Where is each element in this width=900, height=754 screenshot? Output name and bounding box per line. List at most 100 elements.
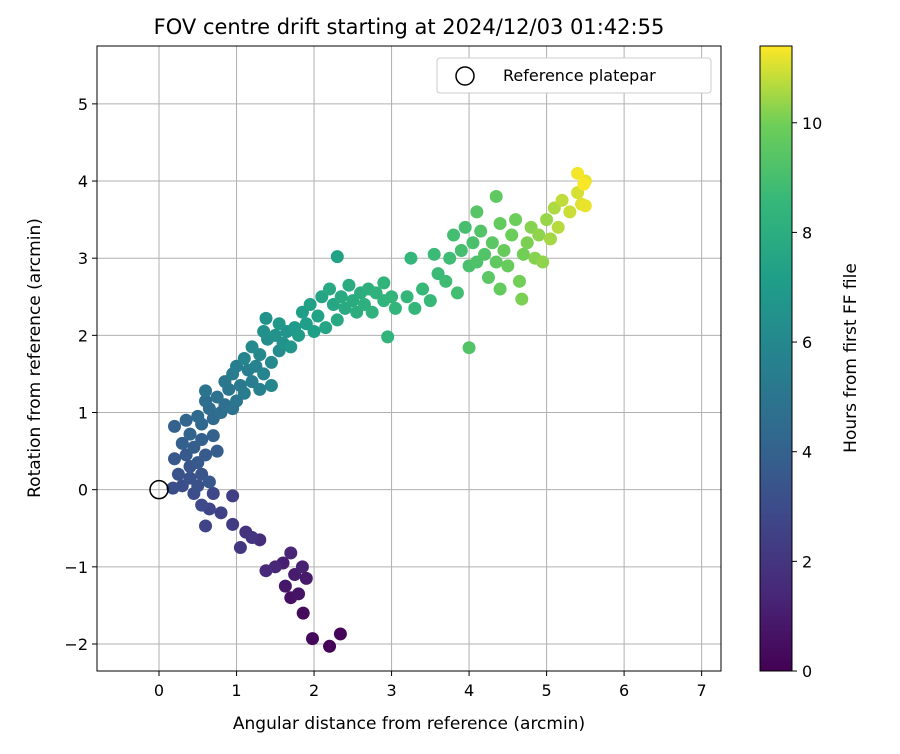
data-point xyxy=(292,587,306,601)
data-point xyxy=(509,213,523,227)
grid xyxy=(97,46,721,671)
data-point xyxy=(226,517,240,531)
data-point xyxy=(323,282,337,296)
data-point xyxy=(257,367,271,381)
data-point xyxy=(245,531,259,545)
x-tick-label: 4 xyxy=(464,681,474,700)
data-point xyxy=(543,232,557,246)
y-tick-label: −1 xyxy=(64,558,88,577)
data-point xyxy=(462,341,476,355)
data-point xyxy=(171,467,185,481)
data-point xyxy=(540,213,554,227)
scatter-points xyxy=(149,166,592,653)
data-point xyxy=(578,199,592,213)
data-point xyxy=(264,355,278,369)
data-point xyxy=(377,276,391,290)
data-point xyxy=(381,330,395,344)
x-tick-label: 7 xyxy=(697,681,707,700)
x-tick-label: 0 xyxy=(154,681,164,700)
colorbar-tick-label: 10 xyxy=(802,114,822,133)
data-point xyxy=(458,220,472,234)
data-point xyxy=(388,301,402,315)
data-point xyxy=(555,193,569,207)
data-point xyxy=(206,487,220,501)
y-tick-label: 0 xyxy=(78,481,88,500)
legend-box xyxy=(436,57,712,94)
data-point xyxy=(233,541,247,555)
data-point xyxy=(245,340,259,354)
reference-platepar-marker xyxy=(149,479,169,500)
y-tick-label: 4 xyxy=(78,172,88,191)
data-point xyxy=(237,352,251,365)
data-point xyxy=(259,311,273,325)
plot-frame xyxy=(96,45,722,672)
data-point xyxy=(408,301,422,315)
data-point xyxy=(447,228,461,242)
y-tick-label: 2 xyxy=(78,326,88,345)
data-point xyxy=(179,413,193,427)
data-point xyxy=(299,571,313,585)
data-point xyxy=(214,506,228,520)
data-point xyxy=(278,579,292,593)
axes: 0 1 2 3 4 5 6 7 −2 −1 0 1 2 3 4 5 xyxy=(64,45,722,700)
chart-title: FOV centre drift starting at 2024/12/03 … xyxy=(154,15,665,39)
data-point xyxy=(166,481,180,495)
data-point xyxy=(577,177,591,191)
data-point xyxy=(493,216,507,230)
data-point xyxy=(571,166,585,180)
data-point xyxy=(333,627,347,641)
data-point xyxy=(272,317,286,331)
colorbar-tick-label: 4 xyxy=(802,443,812,462)
data-point xyxy=(199,394,213,408)
x-tick-label: 1 xyxy=(231,681,241,700)
data-point xyxy=(563,205,577,219)
data-point xyxy=(334,290,348,304)
colorbar: Hours from first FF file 0 2 4 6 8 10 xyxy=(759,45,861,681)
data-point xyxy=(342,278,356,292)
x-tick-label: 2 xyxy=(309,681,319,700)
y-tick-label: 3 xyxy=(78,249,88,268)
data-point xyxy=(237,386,251,400)
data-point xyxy=(489,189,503,203)
data-point xyxy=(497,243,511,257)
data-point xyxy=(516,247,530,261)
data-point xyxy=(493,282,507,296)
colorbar-gradient xyxy=(759,45,793,672)
data-point xyxy=(191,409,205,423)
data-point xyxy=(536,255,550,269)
data-point xyxy=(253,382,267,396)
colorbar-label: Hours from first FF file xyxy=(841,263,861,453)
data-point xyxy=(470,205,484,219)
data-point xyxy=(520,236,534,250)
data-point xyxy=(474,224,488,238)
y-axis-label: Rotation from reference (arcmin) xyxy=(25,218,45,498)
data-point xyxy=(512,274,526,288)
data-point xyxy=(330,250,344,264)
data-point xyxy=(423,294,437,308)
data-point xyxy=(303,297,317,311)
data-point xyxy=(183,427,197,441)
data-point xyxy=(439,274,453,288)
data-point xyxy=(259,564,273,578)
data-point xyxy=(404,251,418,265)
data-point xyxy=(416,282,430,296)
data-point xyxy=(199,384,213,398)
data-point xyxy=(478,247,492,261)
data-point xyxy=(296,606,310,620)
data-point xyxy=(292,328,306,342)
data-point xyxy=(284,546,298,560)
data-point xyxy=(206,429,220,443)
legend: Reference platepar xyxy=(436,57,712,94)
data-point xyxy=(199,519,213,533)
data-point xyxy=(191,479,205,493)
data-point xyxy=(385,290,399,304)
data-point xyxy=(195,498,209,512)
x-tick-label: 5 xyxy=(541,681,551,700)
x-tick-label: 3 xyxy=(386,681,396,700)
data-point xyxy=(323,639,337,653)
legend-label: Reference platepar xyxy=(503,66,656,85)
data-point xyxy=(454,243,468,257)
data-point xyxy=(427,247,441,261)
